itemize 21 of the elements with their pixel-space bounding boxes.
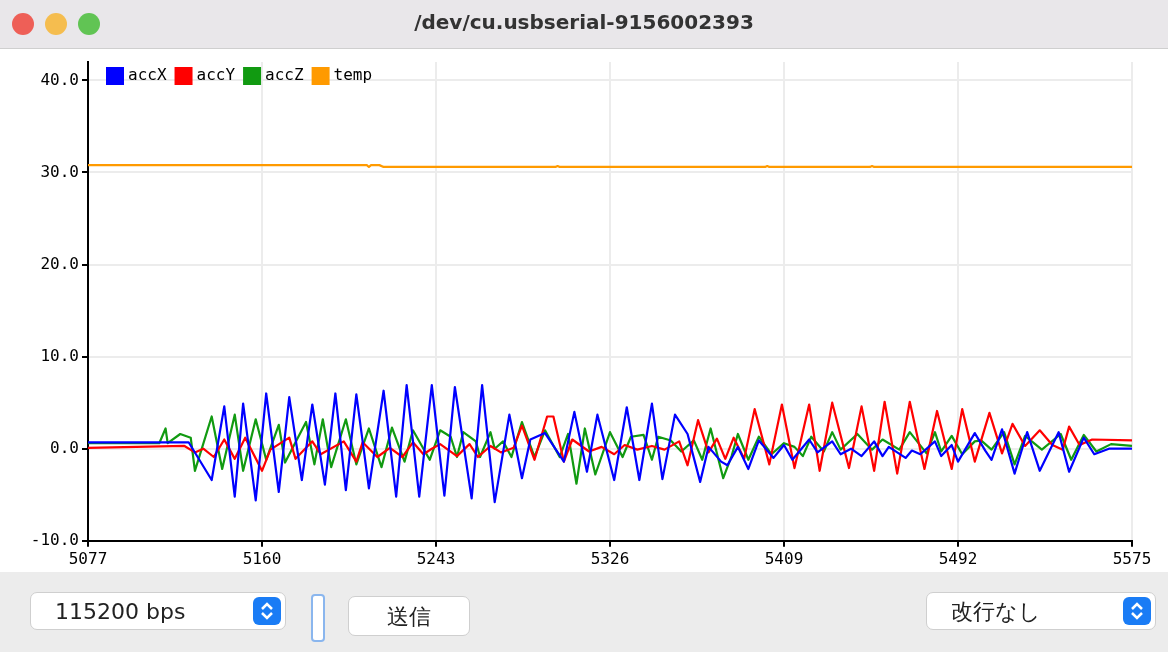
x-tick-label: 5326 [590,548,630,568]
x-tick-label: 5077 [68,548,108,568]
text: 115200 bps [55,599,186,624]
legend-label: accZ [265,65,304,85]
x-tick-label: 5409 [764,548,804,568]
text: 送信 [387,604,431,629]
y-tick-label: 0.0 [50,437,79,457]
y-tick-label: 40.0 [40,69,79,89]
legend-label: temp [333,65,373,85]
y-tick-label: 10.0 [40,345,79,365]
y-tick-label: -10.0 [30,529,79,549]
legend-label: accX [128,65,167,85]
legend-label: accY [196,65,236,85]
chart-title: /dev/cu.usbserial-9156002393 [413,10,755,34]
x-tick-label: 5160 [242,548,282,568]
text: 改行なし [951,599,1041,624]
y-tick-label: 30.0 [40,161,79,181]
x-tick-label: 5243 [416,548,456,568]
y-tick-label: 20.0 [40,253,79,273]
x-tick-label: 5575 [1112,548,1152,568]
x-tick-label: 5492 [938,548,978,568]
